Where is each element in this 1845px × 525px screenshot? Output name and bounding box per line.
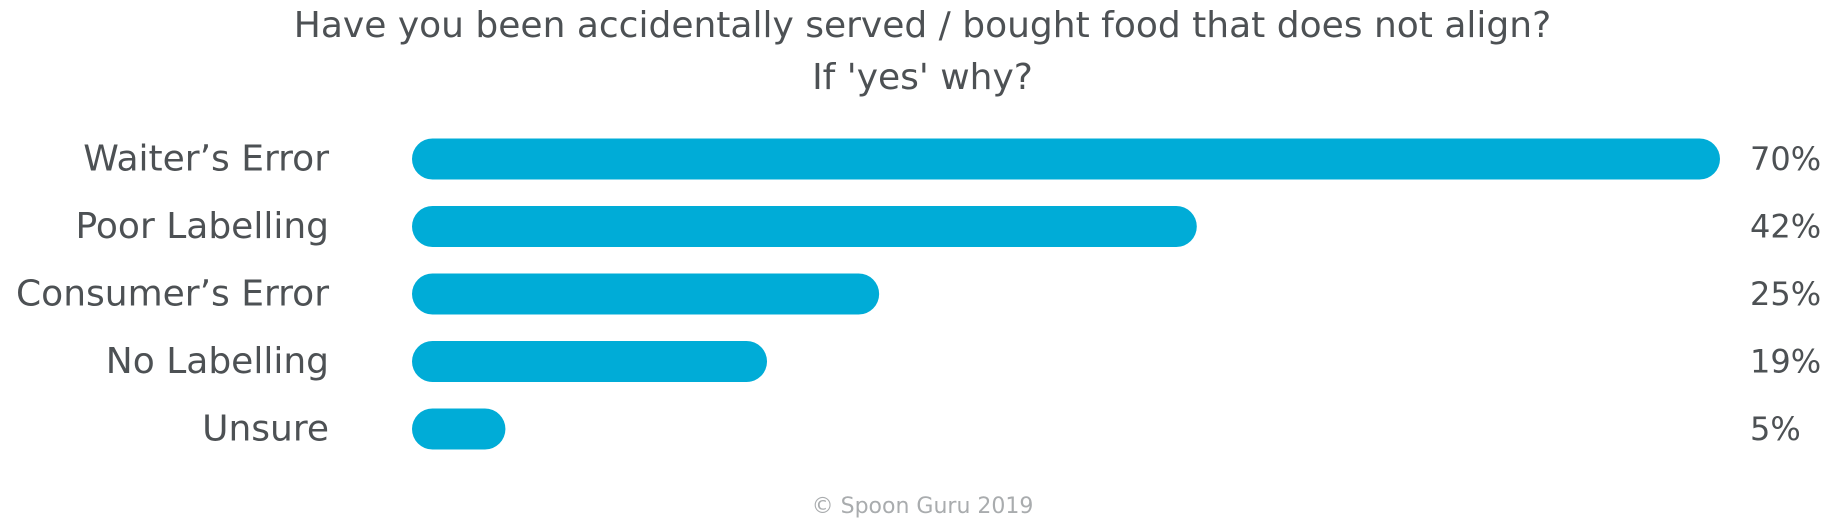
value-label-waiter-s-error: 70% xyxy=(1750,140,1821,178)
value-label-poor-labelling: 42% xyxy=(1750,208,1821,246)
value-label-unsure: 5% xyxy=(1750,410,1801,448)
chart-title: Have you been accidentally served / boug… xyxy=(0,0,1845,104)
bar-waiter-s-error xyxy=(412,138,1720,180)
bar-poor-labelling xyxy=(412,206,1197,247)
category-label-unsure: Unsure xyxy=(202,409,329,450)
copyright-footer: © Spoon Guru 2019 xyxy=(811,494,1034,519)
category-label-no-labelling: No Labelling xyxy=(106,341,329,382)
category-label-poor-labelling: Poor Labelling xyxy=(75,206,329,247)
bar-consumer-s-error xyxy=(412,273,880,315)
value-label-no-labelling: 19% xyxy=(1750,343,1821,381)
bar-no-labelling xyxy=(412,341,768,382)
category-label-consumer-s-error: Consumer’s Error xyxy=(16,274,329,315)
bar-chart: Waiter’s Error 70% Poor Labelling 42% Consum… xyxy=(16,138,1821,450)
chart-title-line-2: If 'yes' why? xyxy=(812,57,1033,98)
chart-title-line-1: Have you been accidentally served / boug… xyxy=(293,5,1552,46)
value-label-consumer-s-error: 25% xyxy=(1750,275,1821,313)
bar-unsure xyxy=(412,408,506,450)
category-label-waiter-s-error: Waiter’s Error xyxy=(83,139,329,180)
